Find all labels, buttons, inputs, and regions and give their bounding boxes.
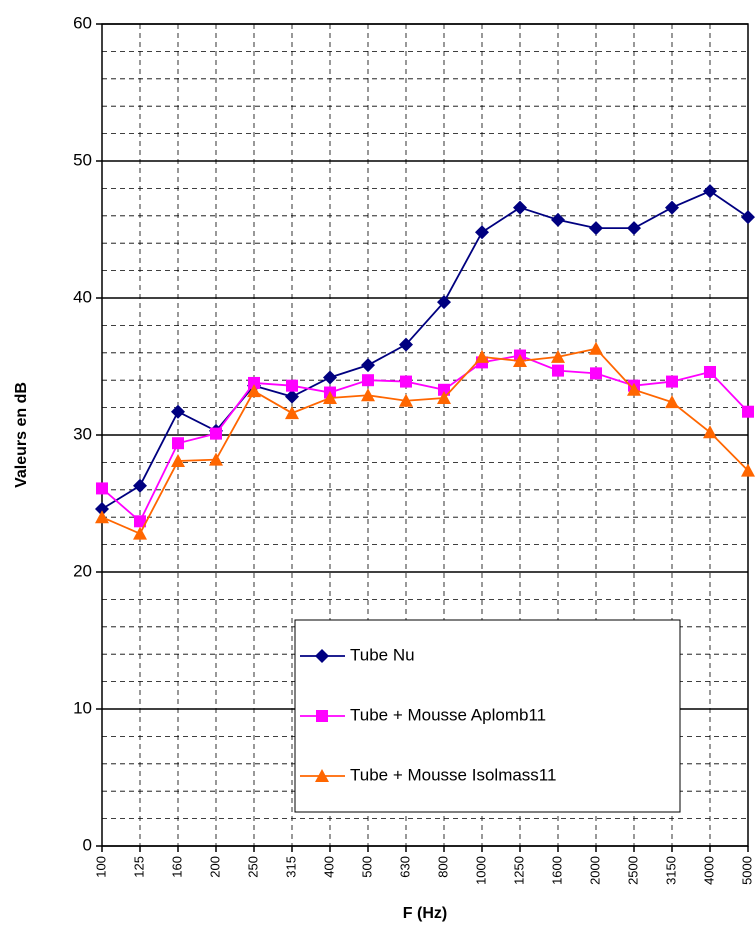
marker [96,482,108,495]
x-tick-label: 200 [207,856,222,878]
marker [552,364,564,377]
legend-marker [315,649,329,663]
x-tick-label: 630 [397,856,412,878]
x-tick-label: 1600 [549,856,564,885]
marker [95,501,109,516]
legend-label: Tube + Mousse Isolmass11 [350,765,556,784]
marker [741,463,755,477]
marker [172,437,184,450]
x-tick-label: 5000 [739,856,754,885]
marker [665,395,679,409]
x-tick-label: 4000 [701,856,716,885]
x-tick-label: 500 [359,856,374,878]
marker [210,427,222,440]
marker [323,370,337,385]
x-tick-label: 250 [245,856,260,878]
marker [437,295,451,310]
legend-label: Tube Nu [350,645,415,664]
y-tick-label: 10 [73,698,92,717]
marker [323,391,337,405]
marker [551,349,565,363]
marker [475,349,489,363]
y-tick-label: 60 [73,13,92,32]
marker [589,341,603,355]
y-tick-label: 30 [73,424,92,443]
legend: Tube Nu Tube + Mousse Aplomb11 Tube + Mous… [294,619,681,813]
marker [134,515,146,528]
marker [95,510,109,524]
marker [285,389,299,404]
marker [361,388,375,402]
series-line [101,347,749,535]
marker [209,452,223,466]
plot-frame [101,23,749,847]
marker [133,526,147,540]
x-tick-label: 160 [169,856,184,878]
legend-marker [315,769,329,782]
marker [285,406,299,420]
x-tick-label: 2000 [587,856,602,885]
x-axis-label: F (Hz) [403,905,447,922]
marker [171,454,185,468]
x-tick-label: 2500 [625,856,640,885]
x-tick-label: 400 [321,856,336,878]
series-line [101,354,749,523]
marker [133,478,147,493]
series-line [101,190,749,510]
marker [513,354,527,368]
y-tick-label: 0 [83,835,92,854]
marker [475,225,489,240]
y-tick-label: 50 [73,150,92,169]
y-tick-label: 20 [73,561,92,580]
marker [666,375,678,388]
x-tick-label: 3150 [663,856,678,885]
y-axis-label: Valeurs en dB [13,382,30,488]
y-tick-label: 40 [73,287,92,306]
marker [362,374,374,387]
marker [400,375,412,388]
x-tick-label: 100 [93,856,108,878]
marker [589,221,603,236]
marker [590,367,602,380]
marker [513,200,527,215]
x-tick-label: 315 [283,856,298,878]
legend-label: Tube + Mousse Aplomb11 [350,705,546,724]
marker [704,365,716,378]
marker [438,383,450,396]
marker [171,404,185,419]
x-tick-label: 1250 [511,856,526,885]
marker [703,184,717,199]
legend-box [294,619,681,813]
marker [551,212,565,227]
marker [627,382,641,396]
x-tick-label: 1000 [473,856,488,885]
x-tick-label: 800 [435,856,450,878]
marker [399,337,413,352]
marker [627,221,641,236]
marker [286,379,298,392]
marker [247,384,261,398]
legend-marker [316,710,328,722]
marker [361,358,375,373]
marker [741,210,755,225]
marker [437,391,451,405]
marker [248,376,260,389]
marker [742,405,754,418]
marker [399,393,413,407]
marker [665,200,679,215]
x-tick-label: 125 [131,856,146,878]
marker [703,425,717,439]
